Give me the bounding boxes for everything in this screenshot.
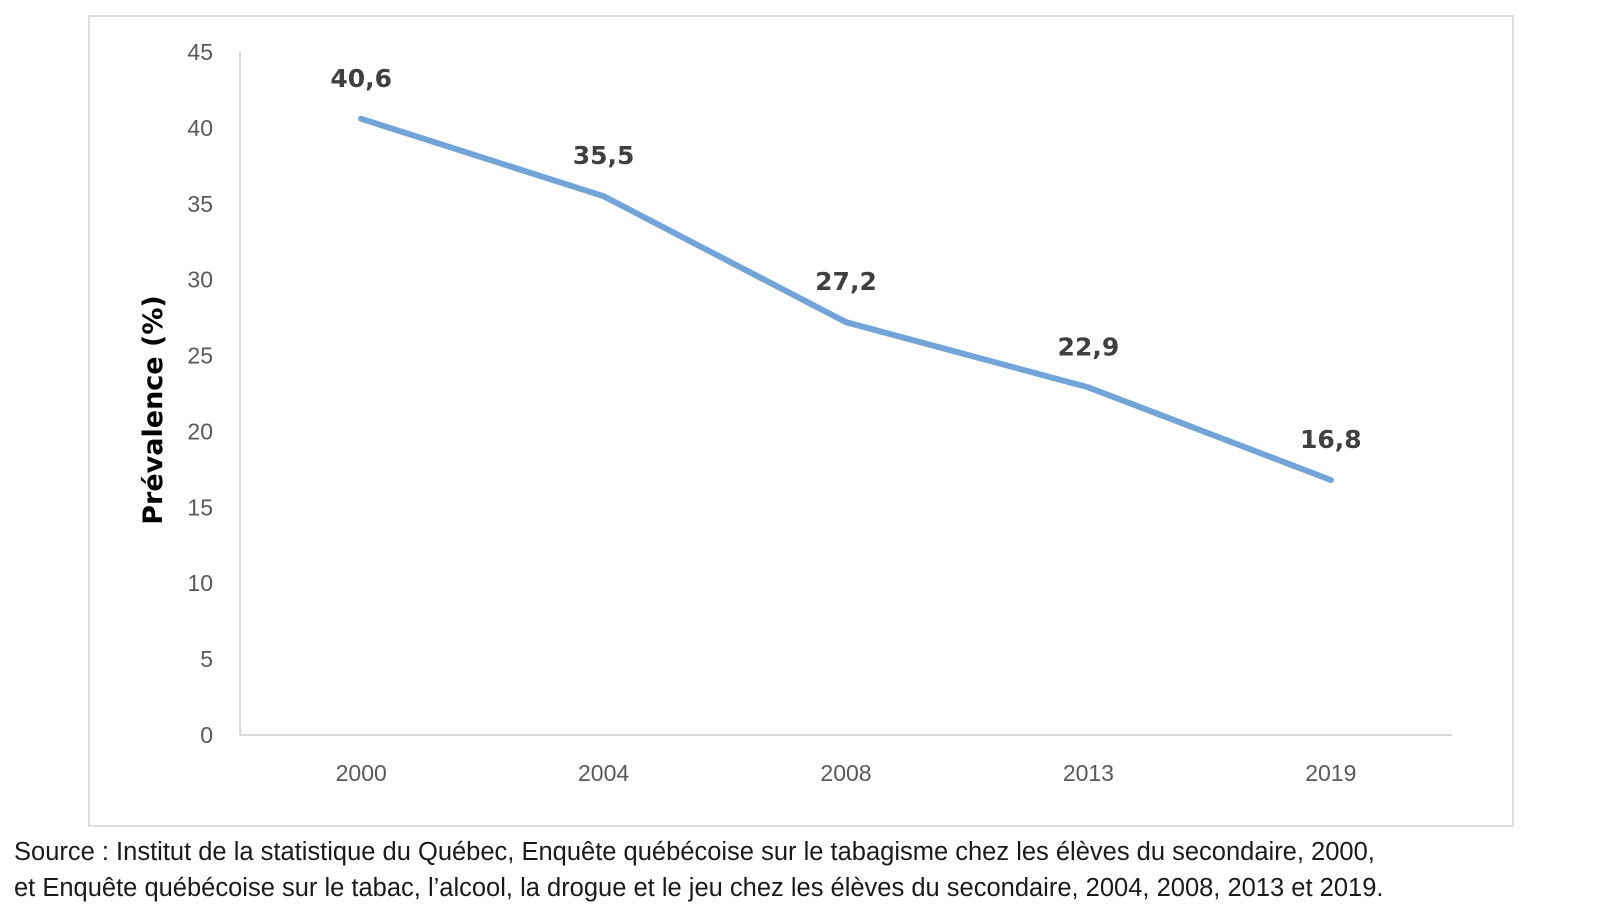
- y-tick-label: 0: [200, 722, 213, 748]
- source-note: Source : Institut de la statistique du Q…: [14, 834, 1600, 906]
- y-tick-label: 25: [187, 343, 213, 369]
- data-point: [358, 115, 365, 122]
- x-tick-label: 2019: [1305, 760, 1356, 786]
- y-tick-label: 20: [187, 418, 213, 444]
- data-label: 40,6: [330, 64, 392, 93]
- y-axis-title: Prévalence (%): [138, 295, 169, 524]
- x-tick-label: 2004: [578, 760, 629, 786]
- x-tick-label: 2000: [336, 760, 387, 786]
- data-label: 16,8: [1300, 425, 1362, 454]
- x-tick-label: 2008: [820, 760, 871, 786]
- data-label: 35,5: [573, 141, 635, 170]
- source-line-1: Source : Institut de la statistique du Q…: [14, 838, 1375, 866]
- x-tick-label: 2013: [1063, 760, 1114, 786]
- y-tick-label: 35: [187, 191, 213, 217]
- source-line-2: et Enquête québécoise sur le tabac, l’al…: [14, 874, 1384, 902]
- data-point: [600, 193, 607, 200]
- data-point: [843, 319, 849, 326]
- data-labels: 40,6 35,5 27,2 22,9 16,8: [330, 64, 1361, 454]
- y-tick-label: 15: [187, 494, 213, 520]
- x-axis: 2000 2004 2008 2013 2019: [240, 734, 1452, 786]
- y-tick-label: 45: [187, 39, 213, 65]
- y-tick-label: 5: [200, 646, 213, 672]
- data-label: 27,2: [815, 267, 877, 296]
- series-line: [358, 115, 1334, 483]
- y-axis: 0 5 10 15 20 25 30 35 40 45: [187, 39, 241, 748]
- chart-frame: 0 5 10 15 20 25 30 35 40 45 2000 2004 2008 2013 2019 …: [88, 15, 1514, 827]
- data-label: 22,9: [1058, 332, 1120, 361]
- y-tick-label: 10: [187, 570, 213, 596]
- data-point: [1327, 477, 1334, 484]
- y-tick-label: 40: [187, 115, 213, 141]
- data-point: [1085, 384, 1092, 391]
- series-group: [358, 115, 1334, 484]
- y-tick-label: 30: [187, 267, 213, 293]
